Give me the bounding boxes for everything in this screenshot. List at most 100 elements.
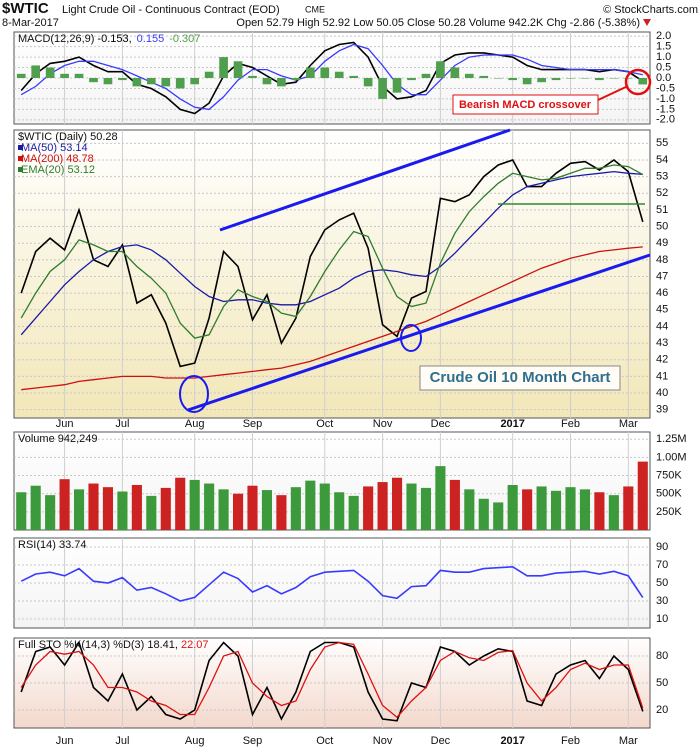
histogram-bar [450, 67, 460, 78]
quote: Open 52.79 High 52.92 Low 50.05 Close 50… [236, 17, 640, 29]
volume-bar [276, 495, 287, 530]
histogram-bar [566, 78, 575, 79]
volume-bar [637, 461, 648, 530]
legend-label: MACD(12,26,9) [18, 33, 94, 45]
histogram-bar [595, 78, 604, 81]
histogram-bar [233, 61, 243, 78]
x-tick-label: Sep [243, 735, 263, 747]
y-tick-label: 40 [656, 387, 668, 399]
volume-bar [59, 479, 70, 530]
x-tick-label: Mar [619, 418, 638, 430]
volume-bar [204, 483, 215, 530]
panel-background [13, 637, 651, 729]
y-tick-label: 41 [656, 370, 668, 382]
y-tick-label: -2.0 [656, 114, 675, 126]
histogram-bar [45, 67, 55, 78]
y-tick-label: 70 [656, 559, 668, 571]
volume-bar [45, 495, 56, 530]
y-tick-label: 50 [656, 220, 668, 232]
histogram-bar [262, 78, 272, 85]
x-tick-label: Jul [115, 418, 129, 430]
y-tick-label: 1.0 [656, 51, 671, 63]
volume-bar [464, 489, 475, 530]
legend-label: $WTIC (Daily) 50.28 [18, 131, 118, 143]
legend-swatch [18, 145, 23, 150]
volume-bar [565, 487, 576, 530]
y-tick-label: 51 [656, 204, 668, 216]
y-tick-label: 54 [656, 154, 668, 166]
volume-bar [623, 486, 634, 530]
x-tick-label: Jul [115, 735, 129, 747]
histogram-bar [132, 78, 142, 87]
histogram-bar [60, 73, 69, 78]
histogram-bar [103, 78, 113, 85]
series-line [20, 565, 644, 602]
histogram-bar [305, 67, 315, 78]
legend-entry: EMA(20) 53.12 [21, 164, 95, 176]
circle-marker [400, 324, 422, 352]
y-tick-label: 42 [656, 354, 668, 366]
y-tick-label: 750K [656, 469, 682, 481]
volume-bar [218, 489, 229, 530]
legend-label: Volume 942,249 [18, 433, 98, 445]
legend-label: Full STO %K(14,3) %D(3) 18.41, [18, 639, 178, 651]
volume-bar [261, 490, 273, 530]
legend-entry: 0.155 [137, 33, 165, 45]
histogram-bar [349, 75, 359, 78]
volume-bar [305, 480, 316, 530]
histogram-bar [248, 75, 257, 78]
y-tick-label: 55 [656, 137, 668, 149]
x-tick-label: Feb [561, 418, 580, 430]
circle-marker [624, 68, 652, 96]
y-tick-label: 47 [656, 270, 668, 282]
upper-trendline [219, 128, 511, 232]
volume-bar [391, 477, 403, 530]
histogram-bar [436, 61, 445, 78]
annotation-box [419, 365, 621, 391]
volume-bar [319, 483, 330, 530]
histogram-bar [551, 78, 561, 81]
y-tick-label: 2.0 [656, 30, 671, 42]
series-line [20, 641, 644, 719]
x-tick-label: Nov [373, 418, 393, 430]
exchange: CME [305, 4, 325, 14]
x-tick-label: Dec [431, 418, 451, 430]
y-tick-label: -1.0 [656, 93, 675, 105]
legend-label: RSI(14) 33.74 [18, 539, 86, 551]
x-tick-label: Sep [243, 418, 263, 430]
volume-bar [334, 492, 345, 530]
volume-bar [146, 495, 157, 530]
volume-bar [435, 466, 446, 530]
histogram-bar [623, 78, 633, 79]
date: 8-Mar-2017 [2, 17, 59, 29]
histogram-bar [609, 78, 619, 79]
legend-entry: -0.307 [169, 33, 200, 45]
histogram-bar [580, 78, 590, 79]
histogram-bar [378, 78, 387, 99]
histogram-bar [320, 67, 330, 78]
y-tick-label: 45 [656, 304, 668, 316]
histogram-bar [537, 78, 546, 83]
volume-bar [30, 485, 41, 530]
histogram-bar [508, 78, 518, 81]
histogram-bar [493, 78, 503, 79]
histogram-bar [146, 78, 156, 85]
y-tick-label: 44 [656, 320, 668, 332]
volume-bar [594, 492, 605, 530]
volume-bar [406, 483, 417, 530]
volume-bar [73, 489, 85, 530]
x-tick-label: Nov [373, 735, 393, 747]
histogram-bar [522, 78, 532, 85]
volume-bar [232, 493, 244, 530]
legend-swatch [18, 167, 23, 172]
x-tick-label: Dec [431, 735, 451, 747]
panel-background [13, 537, 651, 629]
volume-bar [160, 487, 171, 530]
y-tick-label: 43 [656, 337, 668, 349]
histogram-bar [190, 78, 200, 85]
legend-entry: 22.07 [181, 639, 209, 651]
annotation: Bearish MACD crossover [459, 99, 592, 111]
y-tick-label: 48 [656, 254, 668, 266]
histogram-bar [479, 75, 489, 78]
volume-bar [377, 482, 388, 530]
